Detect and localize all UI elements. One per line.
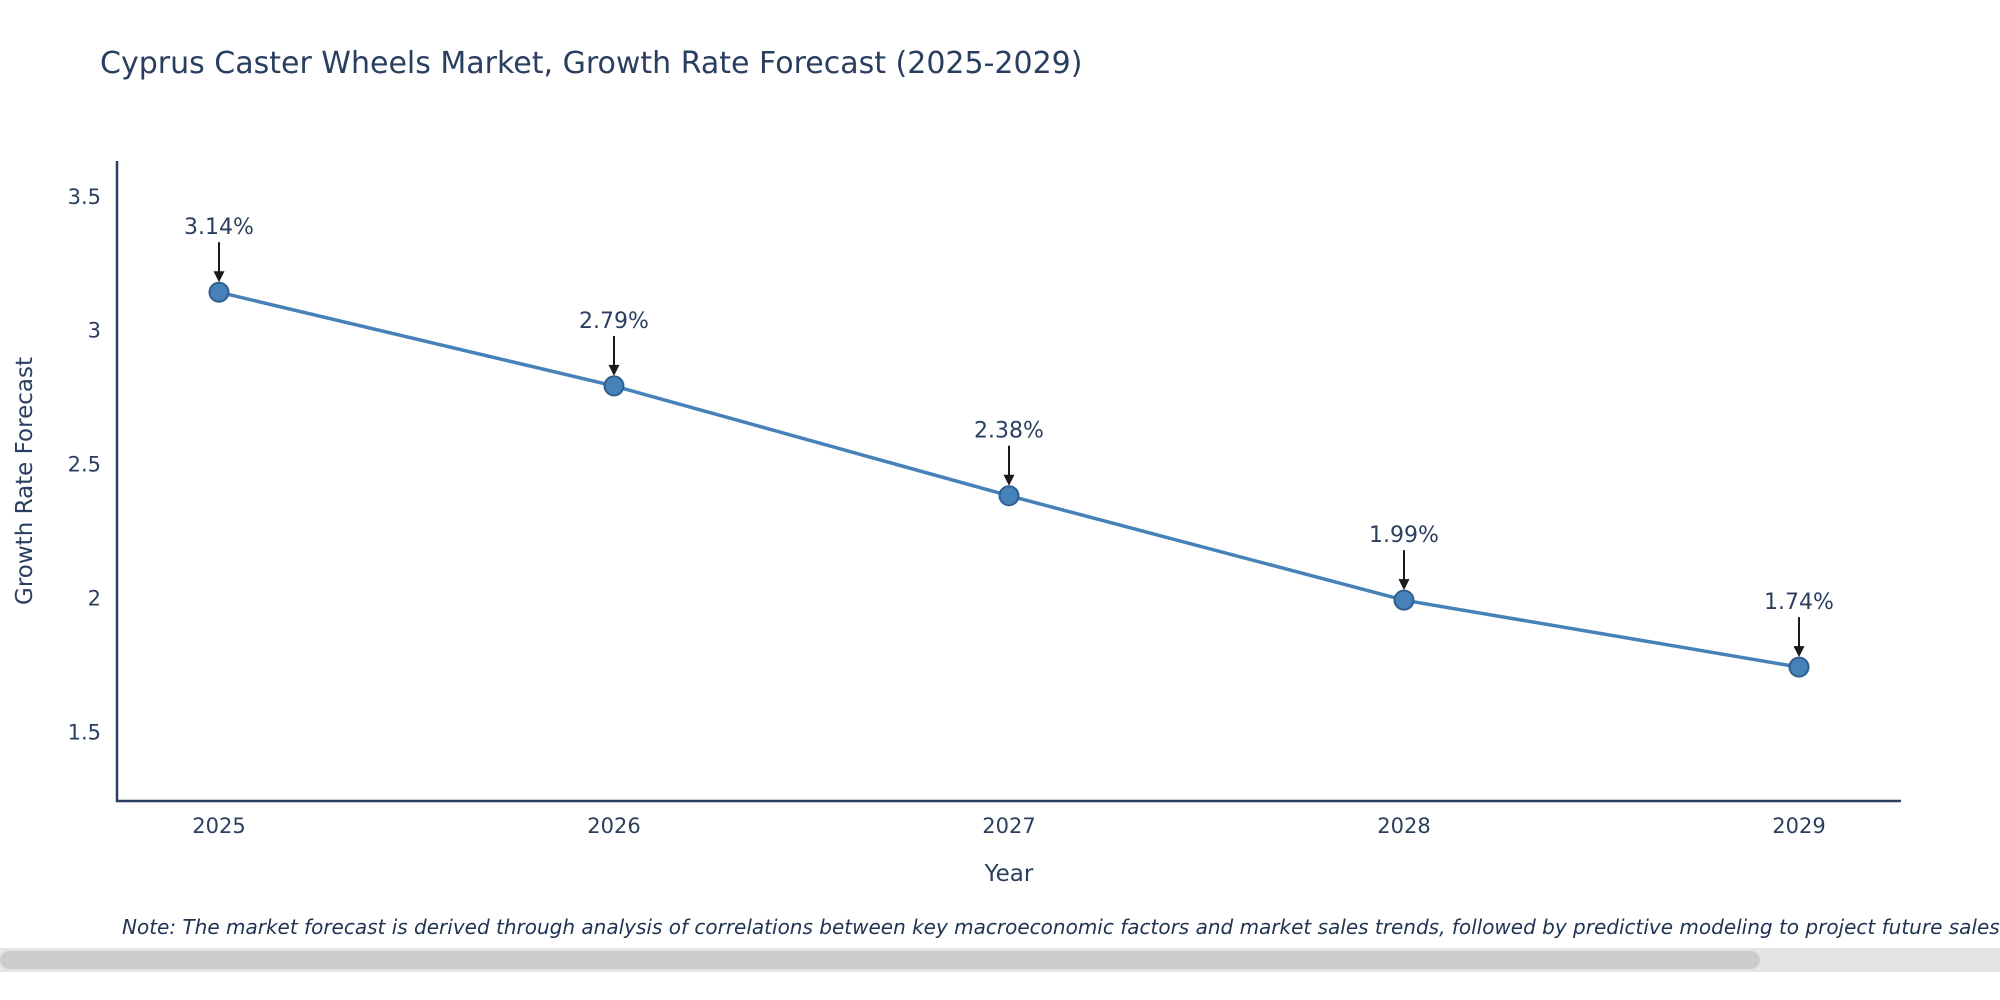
annotation-arrowhead [1793,646,1805,658]
point-label: 1.99% [1369,523,1439,548]
point-label: 2.38% [974,419,1044,444]
point-label: 2.79% [579,309,649,334]
y-tick-label: 3 [88,319,101,343]
y-tick-label: 2.5 [68,453,101,477]
data-point[interactable] [1788,656,1810,678]
y-axis-title: Growth Rate Forecast [12,357,38,605]
x-tick-label: 2026 [587,814,640,838]
x-tick-label: 2028 [1377,814,1430,838]
horizontal-scrollbar[interactable] [0,948,2000,972]
point-label: 3.14% [184,215,254,240]
annotation-arrowhead [1398,579,1410,591]
annotation-arrowhead [1003,474,1015,486]
data-point[interactable] [208,281,230,303]
y-tick-label: 1.5 [68,720,101,744]
data-point[interactable] [603,375,625,397]
footnote: Note: The market forecast is derived thr… [122,915,2000,939]
point-label: 1.74% [1764,590,1834,615]
x-tick-label: 2027 [982,814,1035,838]
data-point[interactable] [1393,589,1415,611]
y-tick-label: 2 [88,586,101,610]
x-tick-label: 2029 [1772,814,1825,838]
scrollbar-thumb[interactable] [0,951,1760,969]
data-point[interactable] [998,485,1020,507]
annotation-arrowhead [608,364,620,376]
y-tick-label: 3.5 [68,185,101,209]
chart-title: Cyprus Caster Wheels Market, Growth Rate… [100,46,1083,81]
axis-lines [115,161,1901,803]
annotation-arrowhead [213,271,225,283]
x-tick-label: 2025 [192,814,245,838]
x-axis-title: Year [984,861,1034,887]
